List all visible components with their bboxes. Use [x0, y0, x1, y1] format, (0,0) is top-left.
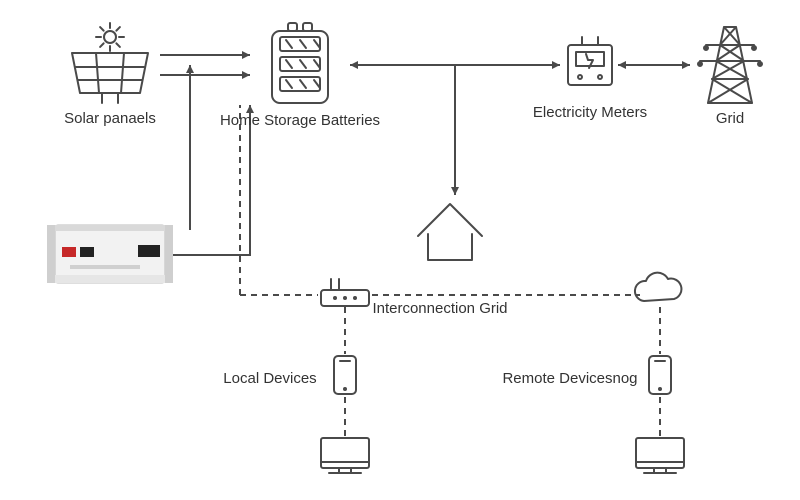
phoneL-icon: [334, 356, 356, 394]
battery-label: Home Storage Batteries: [220, 112, 380, 129]
meter-label: Electricity Meters: [533, 104, 647, 121]
router-icon: [321, 279, 369, 306]
pcL-icon: [321, 438, 369, 473]
pcR-icon: [636, 438, 684, 473]
meter-icon: [568, 37, 612, 85]
router-label: Interconnection Grid: [372, 300, 507, 317]
solar-label: Solar panaels: [64, 110, 156, 127]
phoneR-label: Remote Devicesnog: [502, 370, 637, 387]
cloud-icon: [635, 273, 681, 301]
phoneR-icon: [649, 356, 671, 394]
phoneL-label: Local Devices: [223, 370, 316, 387]
battery-icon: [272, 23, 328, 103]
grid-icon: [698, 27, 762, 103]
solar-icon: [72, 23, 148, 103]
house-icon: [418, 204, 482, 260]
inverter-icon: [47, 225, 173, 283]
grid-label: Grid: [716, 110, 744, 127]
